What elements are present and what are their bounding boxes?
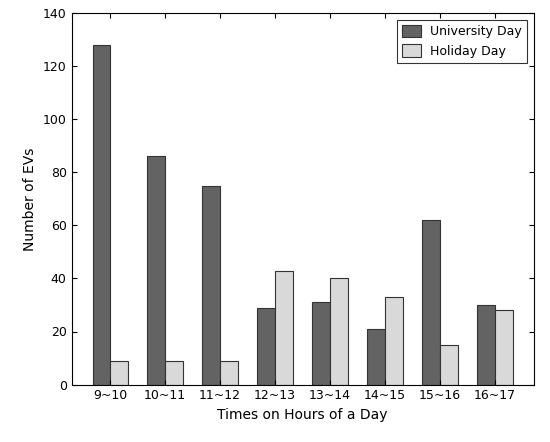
Bar bbox=[367, 329, 385, 385]
Bar bbox=[147, 156, 165, 385]
Bar bbox=[202, 186, 220, 385]
Bar bbox=[220, 361, 238, 385]
Bar bbox=[495, 310, 513, 385]
Bar bbox=[275, 271, 293, 385]
Bar bbox=[92, 45, 110, 385]
Bar bbox=[257, 308, 275, 385]
Bar bbox=[165, 361, 183, 385]
Bar bbox=[440, 345, 458, 385]
Bar bbox=[422, 220, 440, 385]
Legend: University Day, Holiday Day: University Day, Holiday Day bbox=[397, 19, 527, 63]
Bar bbox=[312, 302, 330, 385]
X-axis label: Times on Hours of a Day: Times on Hours of a Day bbox=[217, 408, 388, 422]
Bar bbox=[477, 305, 495, 385]
Y-axis label: Number of EVs: Number of EVs bbox=[23, 147, 37, 251]
Bar bbox=[330, 278, 348, 385]
Bar bbox=[110, 361, 128, 385]
Bar bbox=[385, 297, 403, 385]
